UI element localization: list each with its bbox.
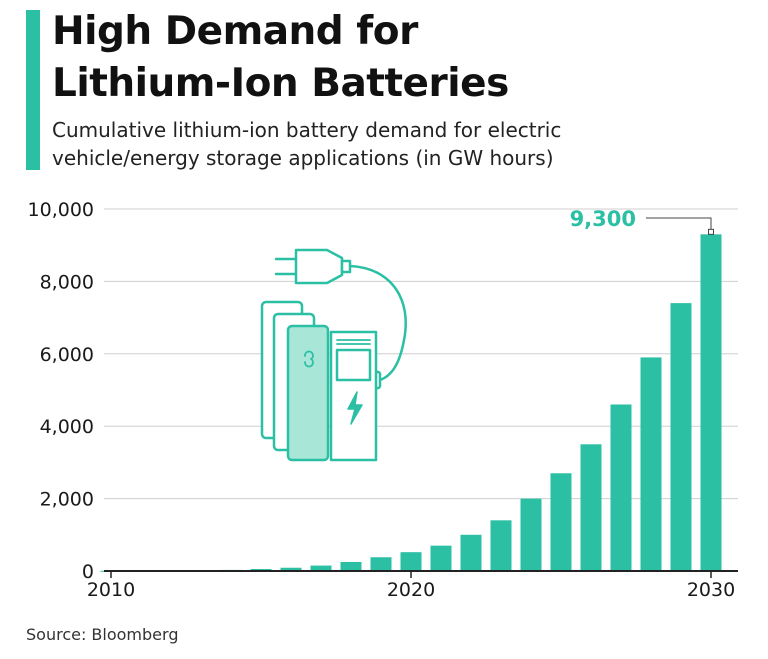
title-line-1: High Demand for (52, 9, 418, 54)
annotation-label: 9,300 (570, 207, 636, 231)
chart-title: High Demand for Lithium-Ion Batteries (52, 6, 509, 110)
y-tick-label: 4,000 (40, 416, 94, 438)
bar-2018 (340, 561, 362, 571)
bar-2020 (400, 552, 422, 571)
chart-subtitle: Cumulative lithium-ion battery demand fo… (52, 116, 561, 172)
annotation-marker (708, 228, 714, 235)
subtitle-line-2: vehicle/energy storage applications (in … (52, 146, 554, 170)
bar-2021 (430, 545, 452, 571)
bar-2016 (280, 567, 302, 571)
x-axis-ticks: 2010 2020 2030 (87, 571, 735, 601)
title-line-2: Lithium-Ion Batteries (52, 61, 509, 106)
bar-2019 (370, 557, 392, 571)
y-tick-label: 6,000 (40, 344, 94, 366)
bar-2030 (700, 234, 722, 571)
annotations: 9,300 (570, 207, 714, 235)
source-note: Source: Bloomberg (26, 625, 179, 644)
bars (100, 234, 738, 572)
y-tick-label: 2,000 (40, 489, 94, 511)
bar-2022 (460, 534, 482, 571)
bar-2024 (520, 498, 542, 571)
x-tick-label: 2030 (687, 579, 735, 601)
bar-2026 (580, 444, 602, 571)
battery-charger-icon (260, 248, 407, 462)
annotation-leader-line (646, 217, 712, 233)
bar-2017 (310, 565, 332, 571)
bar-2027 (610, 404, 632, 571)
y-tick-label: 0 (82, 561, 94, 583)
y-tick-label: 8,000 (40, 271, 94, 293)
y-tick-label: 10,000 (28, 199, 94, 221)
gridlines (104, 208, 738, 500)
subtitle-line-1: Cumulative lithium-ion battery demand fo… (52, 118, 562, 142)
x-tick-label: 2010 (87, 579, 135, 601)
bar-2023 (490, 520, 512, 571)
y-axis-ticks: 0 2,000 4,000 6,000 8,000 10,000 (28, 199, 94, 583)
bar-2028 (640, 357, 662, 571)
accent-bar (26, 10, 40, 170)
bar-2025 (550, 473, 572, 571)
bar-2029 (670, 303, 692, 571)
x-tick-label: 2020 (387, 579, 435, 601)
